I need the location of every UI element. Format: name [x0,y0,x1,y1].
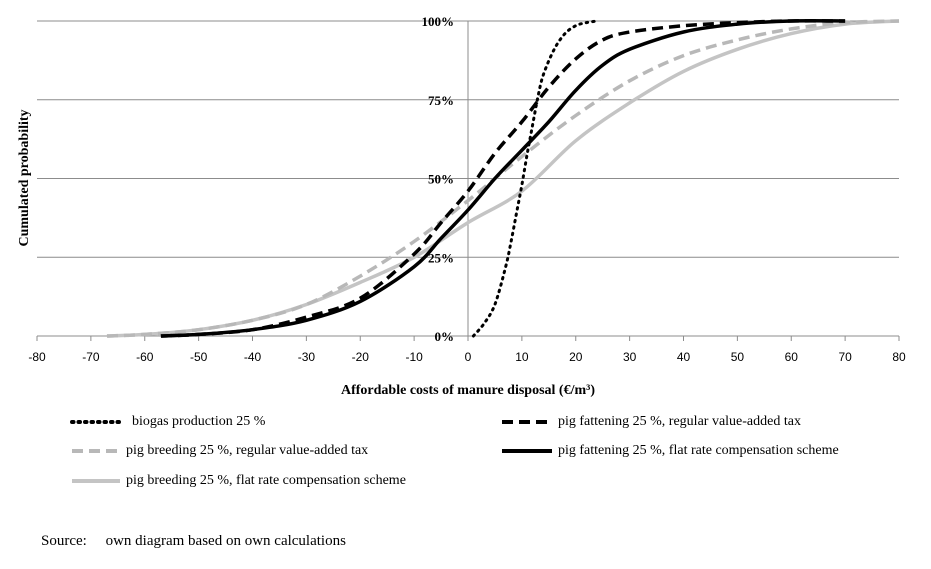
x-axis-label: Affordable costs of manure disposal (€/m… [341,383,595,398]
legend-swatch-pig-fattening-regular [502,420,552,424]
legend-item-pig-fattening-flat: pig fattening 25 %, flat rate compensati… [500,443,839,459]
x-tick-label: 70 [838,350,852,364]
legend-item-pig-breeding-flat: pig breeding 25 %, flat rate compensatio… [70,473,406,489]
legend-label-pig-fattening-regular: pig fattening 25 %, regular value-added … [558,414,801,429]
x-tick-label: -80 [28,350,46,364]
legend-item-pig-fattening-regular: pig fattening 25 %, regular value-added … [500,414,801,430]
legend-label-pig-breeding-regular: pig breeding 25 %, regular value-added t… [126,443,369,458]
legend-label-biogas: biogas production 25 % [132,414,266,429]
x-tick-label: 40 [677,350,691,364]
legend-item-biogas: biogas production 25 % [70,414,265,430]
source-text: own diagram based on own calculations [105,533,346,549]
x-tick-label: 60 [785,350,799,364]
x-tick-label: 10 [515,350,529,364]
y-tick-label: 50% [428,172,454,187]
x-tick-label: -10 [405,350,423,364]
legend-swatch-pig-breeding-regular [72,449,120,453]
legend-label-pig-fattening-flat: pig fattening 25 %, flat rate compensati… [558,443,839,458]
x-tick-label: 0 [465,350,472,364]
series-line-pig-fattening-regular [160,19,846,338]
y-tick-label: 100% [422,14,455,29]
x-tick-label: -50 [190,350,208,364]
legend: biogas production 25 % pig fattening 25 … [70,414,839,489]
legend-label-pig-breeding-flat: pig breeding 25 %, flat rate compensatio… [126,473,406,488]
legend-swatch-pig-breeding-flat [72,479,120,483]
source-note: Source: own diagram based on own calcula… [41,533,346,550]
x-tick-label: -70 [82,350,100,364]
y-tick-label: 25% [428,250,454,265]
series-lines [106,19,900,338]
series-line-pig-fattening-flat [160,19,846,338]
legend-swatch-biogas [70,420,122,424]
series-line-biogas [471,19,599,338]
source-label: Source: [41,533,87,549]
chart: -80 -70 -60 -50 -40 -30 -20 -10 0 10 20 30 40 50 60 70 8… [17,14,906,398]
legend-item-pig-breeding-regular: pig breeding 25 %, regular value-added t… [70,443,368,459]
y-tick-label: 75% [428,93,454,108]
legend-swatch-pig-fattening-flat [502,449,552,453]
x-tick-label: -30 [298,350,316,364]
x-tick-label: 80 [892,350,906,364]
x-tick-label: 50 [731,350,745,364]
x-tick-labels: -80 -70 -60 -50 -40 -30 -20 -10 0 10 20 30 40 50 60 70 8… [28,350,906,364]
x-tick-label: -40 [244,350,262,364]
x-tick-label: -20 [352,350,370,364]
x-tick-label: 20 [569,350,583,364]
y-axis-label: Cumulated probability [17,109,32,246]
x-tick-label: 30 [623,350,637,364]
y-tick-labels: 0% 25% 50% 75% 100% [422,14,455,344]
x-tick-label: -60 [136,350,154,364]
y-tick-label: 0% [435,329,455,344]
